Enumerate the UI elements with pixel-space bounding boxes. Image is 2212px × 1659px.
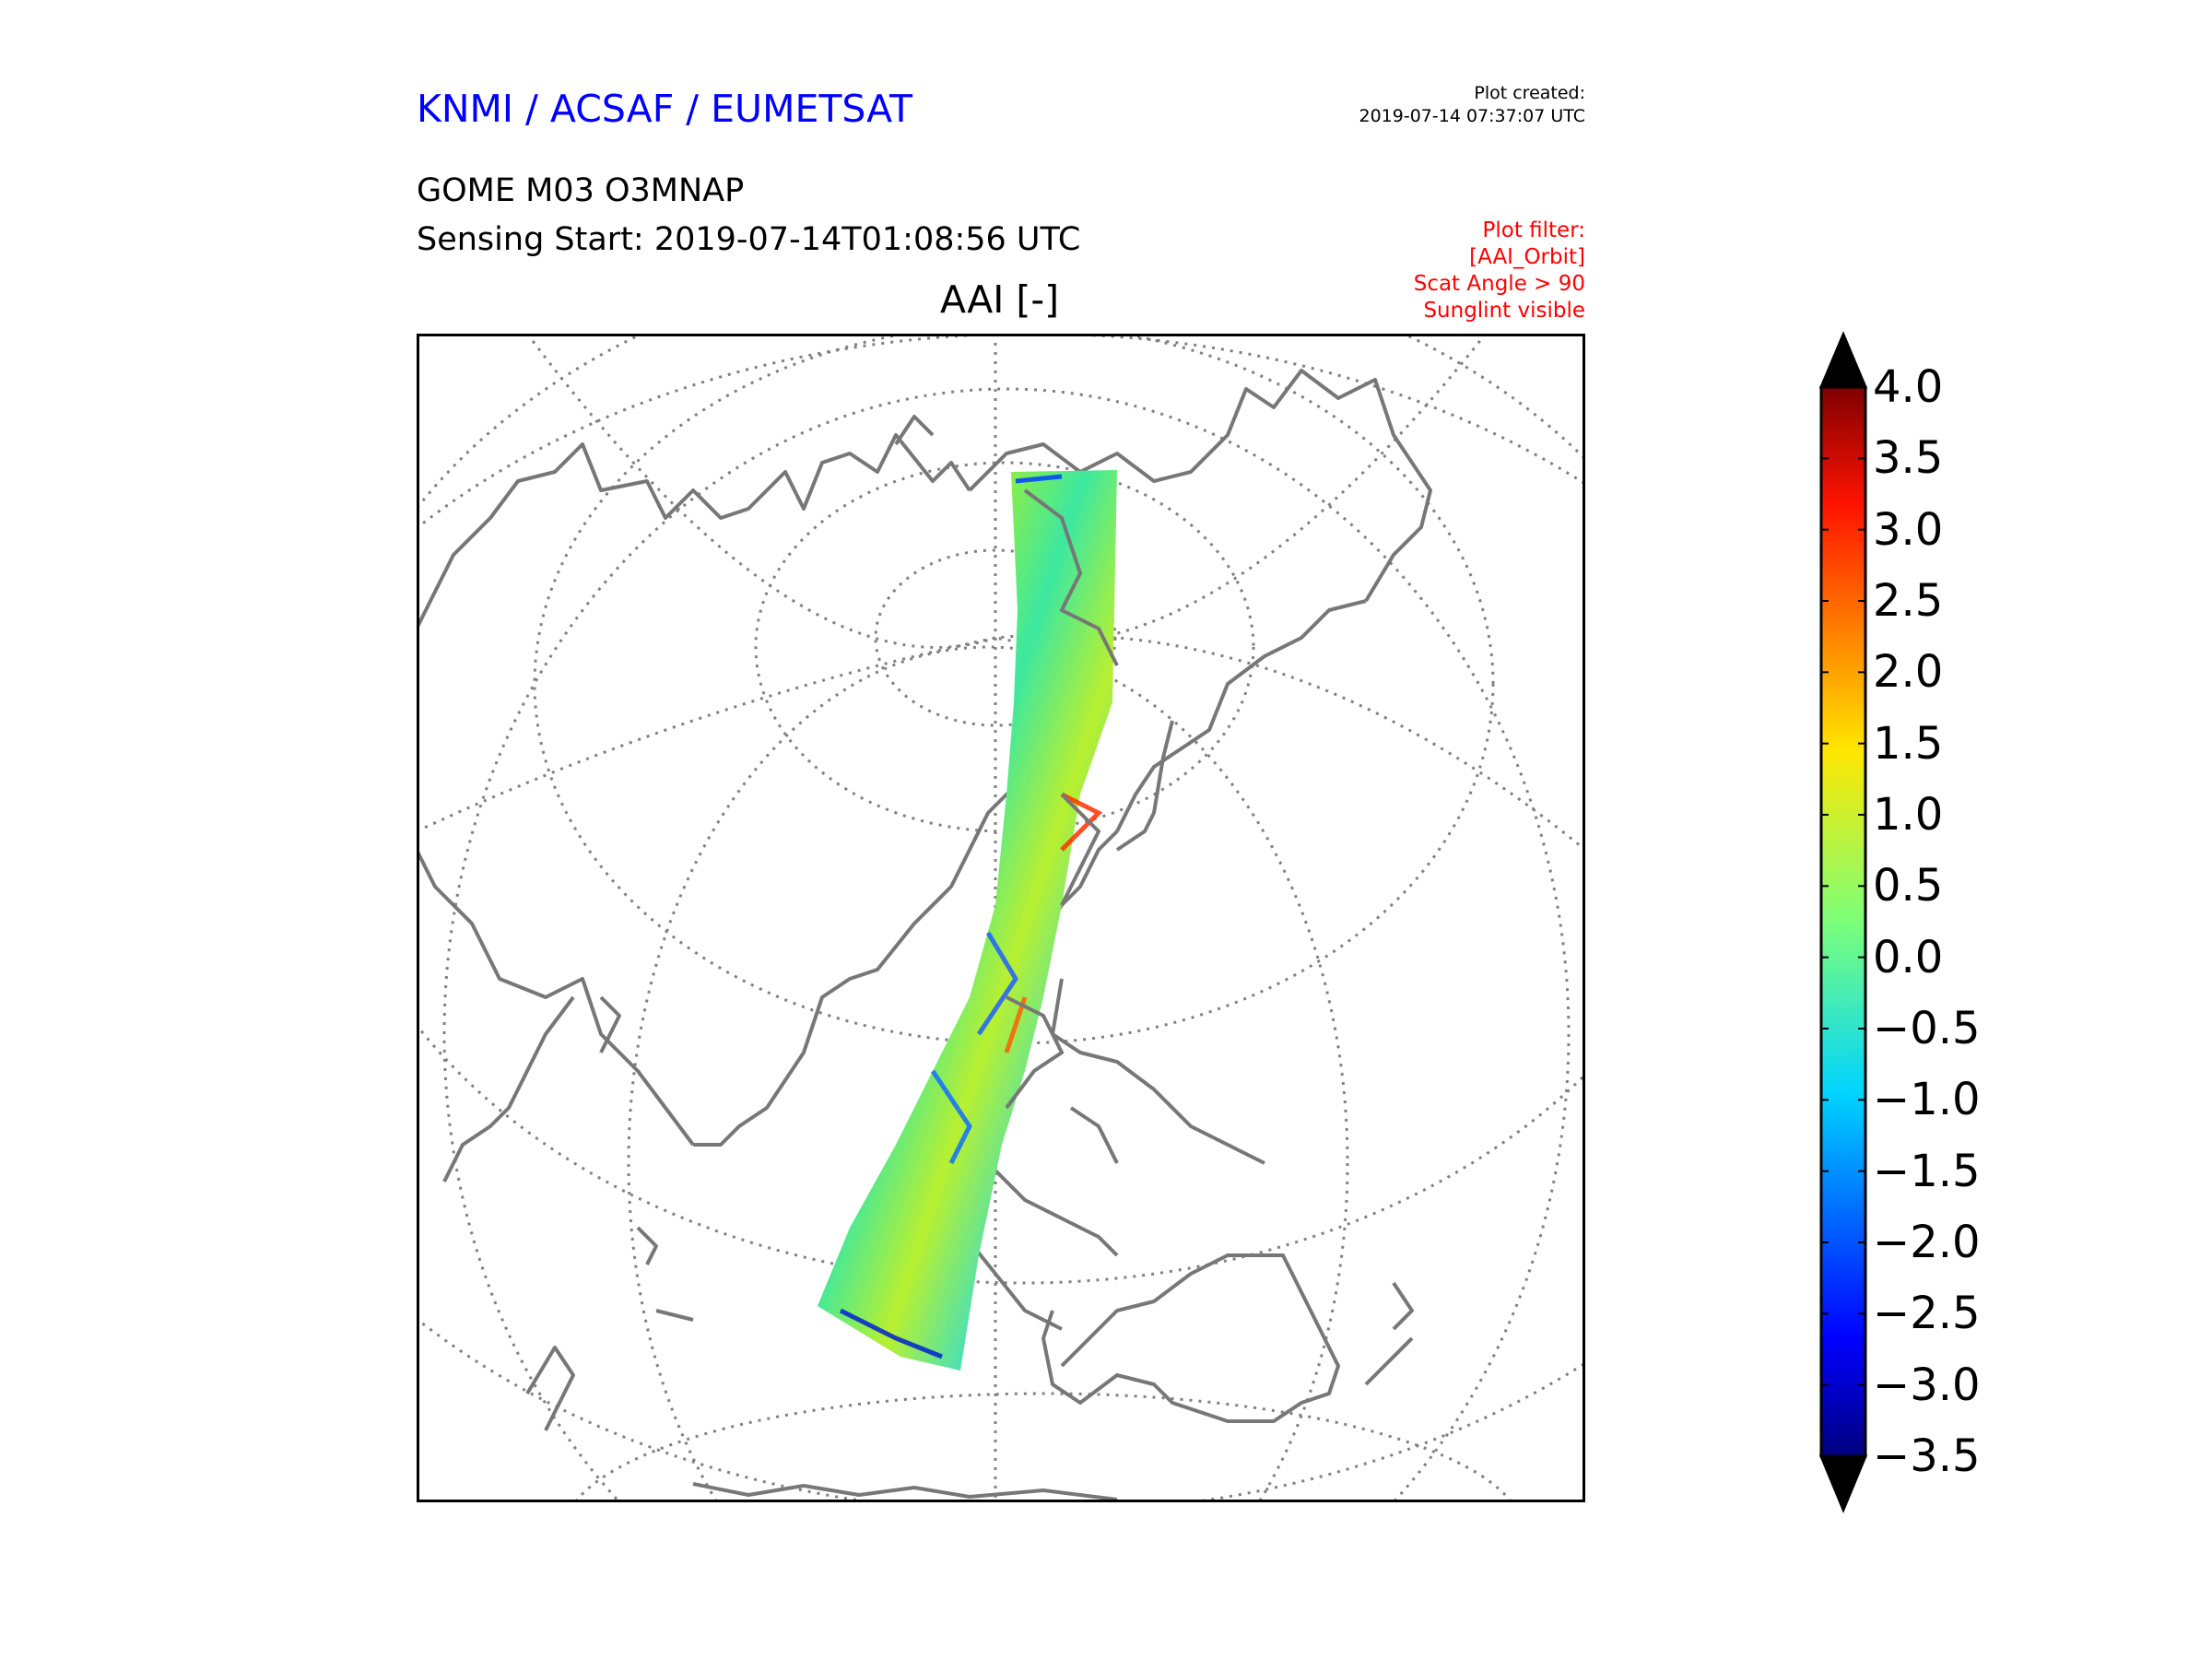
colorbar-tick-label: 0.0: [1873, 931, 1944, 983]
colorbar-tick-label: 3.5: [1873, 432, 1944, 485]
colorbar-tick-label: 0.5: [1873, 860, 1944, 912]
colorbar-tick-label: 3.0: [1873, 503, 1944, 556]
sensing-start: Sensing Start: 2019-07-14T01:08:56 UTC: [417, 221, 1081, 258]
plot-created-time: 2019-07-14 07:37:07 UTC: [1359, 106, 1586, 126]
plot-title: AAI [-]: [940, 277, 1060, 322]
map-frame: [417, 334, 1585, 1502]
map-panel: [417, 334, 1585, 1502]
colorbar-tick-label: 1.5: [1873, 717, 1944, 770]
colorbar-tick-label: −2.5: [1873, 1288, 1981, 1340]
plot-created-label: Plot created:: [1474, 83, 1585, 103]
swath-features: [839, 474, 1103, 1359]
swath-coastlines: [1005, 488, 1119, 1110]
coastlines: [417, 369, 1432, 1501]
colorbar-tick-label: −3.5: [1873, 1430, 1981, 1482]
satellite-swath: [818, 470, 1117, 1371]
product-title: GOME M03 O3MNAP: [417, 172, 745, 209]
colorbar-tick-label: −1.5: [1873, 1145, 1981, 1197]
colorbar-max-extend: [1818, 331, 1868, 389]
colorbar-tick-label: −2.0: [1873, 1217, 1981, 1268]
colorbar-min-extend: [1818, 1454, 1868, 1513]
plot-filter: Plot filter: [AAI_Orbit] Scat Angle > 90…: [1414, 218, 1585, 324]
colorbar-tick-label: −1.0: [1873, 1074, 1981, 1126]
colorbar-tick-marks: [1821, 386, 1865, 1457]
filter-line: Sunglint visible: [1423, 299, 1585, 323]
filter-line: [AAI_Orbit]: [1469, 245, 1585, 269]
organisation-title: KNMI / ACSAF / EUMETSAT: [417, 87, 913, 131]
colorbar-tick-label: 1.0: [1873, 789, 1944, 841]
colorbar-gradient: [1819, 385, 1867, 1458]
colorbar-tick-label: 2.0: [1873, 646, 1944, 699]
filter-line: Plot filter:: [1482, 218, 1585, 242]
filter-line: Scat Angle > 90: [1413, 272, 1585, 296]
colorbar-tick-label: 4.0: [1873, 361, 1944, 413]
colorbar-tick-label: −0.5: [1873, 1003, 1981, 1054]
colorbar-tick-label: −3.0: [1873, 1359, 1981, 1411]
colorbar: [1818, 331, 1868, 1513]
colorbar-labels: 4.0 3.5 3.0 2.5 2.0 1.5 1.0 0.5 0.0 −0.5…: [1873, 327, 2057, 1516]
graticule: [417, 334, 1585, 1502]
colorbar-tick-label: 2.5: [1873, 575, 1944, 627]
